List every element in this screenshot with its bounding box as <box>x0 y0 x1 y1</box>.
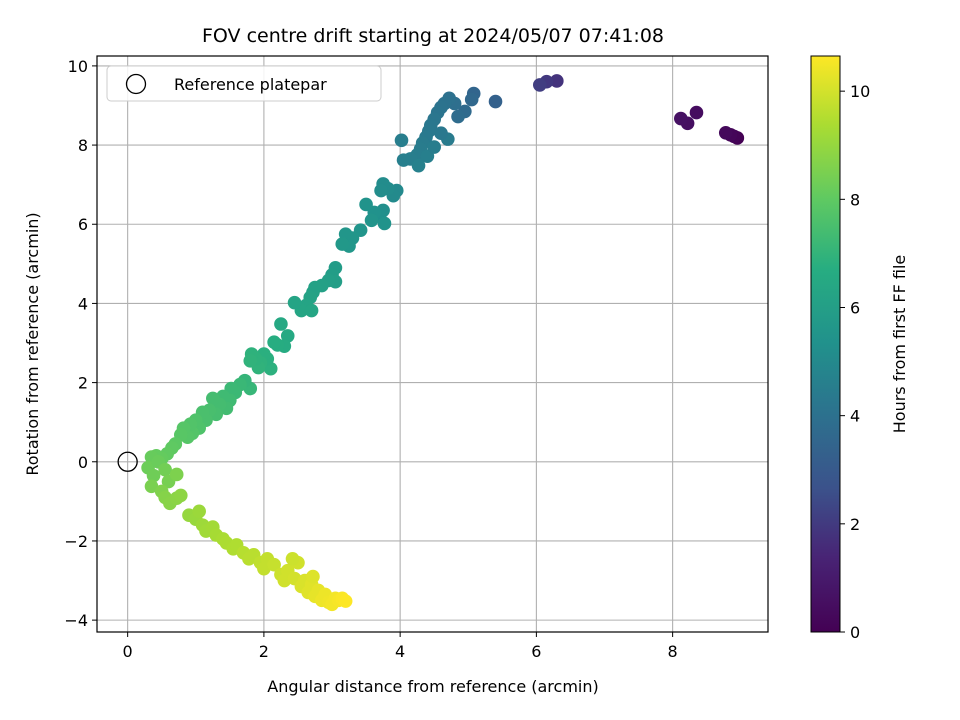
colorbar-tick-label: 4 <box>850 407 860 426</box>
colorbar-label: Hours from first FF file <box>890 255 909 434</box>
x-tick-label: 0 <box>123 642 133 661</box>
data-point <box>550 74 564 88</box>
reference-marker <box>117 451 138 472</box>
data-point <box>306 569 320 584</box>
reference-platepar-marker <box>117 451 138 472</box>
data-point <box>488 94 503 109</box>
y-tick-label: −2 <box>64 532 88 551</box>
colorbar-tick-label: 0 <box>850 623 860 642</box>
chart-title: FOV centre drift starting at 2024/05/07 … <box>202 25 664 47</box>
y-tick-label: 8 <box>78 136 88 155</box>
data-point <box>243 354 258 368</box>
data-point <box>146 468 161 483</box>
data-point <box>206 391 220 406</box>
plot-area-frame <box>96 55 769 633</box>
y-tick-label: 2 <box>78 374 88 393</box>
legend-box <box>106 65 382 102</box>
y-tick-label: −4 <box>64 611 88 630</box>
data-point <box>374 183 388 198</box>
y-axis-label: Rotation from reference (arcmin) <box>23 212 42 475</box>
colorbar-tick-label: 2 <box>850 515 860 534</box>
colorbar-tick-label: 8 <box>850 190 860 209</box>
y-tick-label: 10 <box>68 57 88 76</box>
x-axis-ticks: 0 2 4 6 8 <box>123 632 678 661</box>
data-point <box>280 329 295 343</box>
data-point <box>434 126 448 140</box>
colorbar-gradient <box>810 55 841 633</box>
data-point <box>396 153 411 167</box>
data-point <box>359 197 373 212</box>
y-tick-label: 6 <box>78 215 88 234</box>
data-point <box>287 295 302 310</box>
data-point <box>377 216 392 231</box>
x-tick-label: 8 <box>668 642 678 661</box>
data-point <box>689 105 704 120</box>
data-point <box>144 479 159 494</box>
data-point <box>192 504 206 519</box>
data-point <box>394 133 409 148</box>
y-axis-ticks: −4 −2 0 2 4 6 8 10 <box>64 57 97 630</box>
x-axis-label: Angular distance from reference (arcmin) <box>267 677 598 696</box>
data-point <box>532 78 547 92</box>
data-point <box>427 140 442 154</box>
data-point <box>338 594 353 608</box>
data-point <box>158 462 172 477</box>
y-tick-label: 4 <box>78 294 88 313</box>
data-point <box>718 126 733 140</box>
colorbar: 0 2 4 6 8 10 Hours from first FF file <box>810 55 909 642</box>
colorbar-ticks: 0 2 4 6 8 10 <box>840 82 870 642</box>
data-point <box>304 303 319 318</box>
colorbar-tick-label: 10 <box>850 82 870 101</box>
legend: Reference platepar <box>106 65 382 102</box>
data-point <box>674 111 688 126</box>
data-point <box>364 213 379 228</box>
data-point <box>169 467 184 482</box>
x-tick-label: 6 <box>531 642 541 661</box>
data-point <box>464 92 479 107</box>
scatter-points <box>141 74 745 612</box>
data-point <box>267 557 281 572</box>
grid-lines <box>97 56 768 632</box>
data-point <box>451 109 465 124</box>
data-point <box>267 335 281 350</box>
x-tick-label: 4 <box>395 642 405 661</box>
colorbar-tick-label: 6 <box>850 298 860 317</box>
data-point <box>285 551 300 566</box>
data-point <box>335 237 350 251</box>
data-point <box>411 158 426 173</box>
legend-label-reference-platepar: Reference platepar <box>174 75 327 94</box>
x-tick-label: 2 <box>259 642 269 661</box>
data-point <box>173 488 188 503</box>
legend-reference-marker <box>125 73 147 95</box>
data-point <box>274 317 288 331</box>
y-tick-label: 0 <box>78 453 88 472</box>
